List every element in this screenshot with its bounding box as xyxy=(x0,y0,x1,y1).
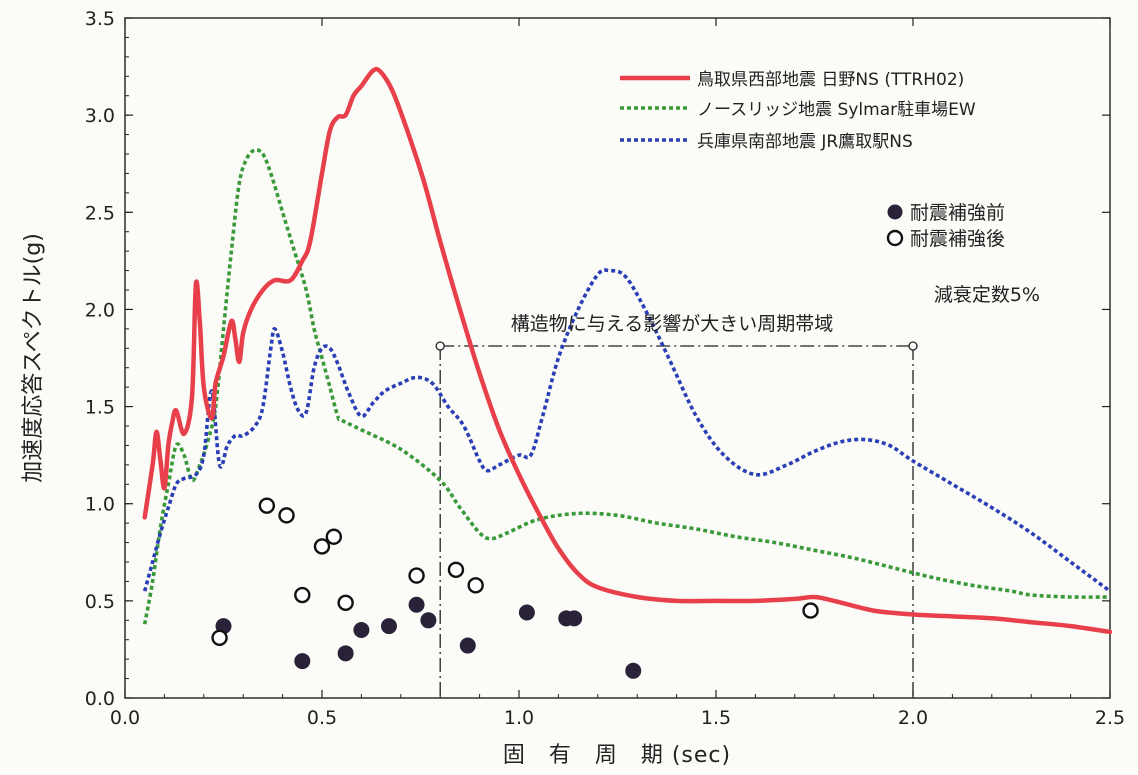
scatter-point-before xyxy=(566,610,583,627)
scatter-point-before xyxy=(337,645,354,662)
x-tick-label: 1.5 xyxy=(701,707,731,729)
scatter-point-after xyxy=(211,629,228,646)
scatter-point-after xyxy=(447,561,465,578)
y-tick-label: 3.5 xyxy=(85,8,115,30)
y-tick-label: 3.0 xyxy=(85,105,115,127)
band-right-endpoint xyxy=(908,341,918,351)
x-tick-label: 2.5 xyxy=(1095,707,1125,729)
x-axis-label: 固 有 周 期 (sec) xyxy=(503,743,731,768)
legend-marker-before xyxy=(887,204,903,220)
x-tick-label: 2.0 xyxy=(898,707,928,729)
scatter-point-after xyxy=(325,528,343,545)
scatter-point-before xyxy=(294,653,311,670)
axis-ticks: 0.0 0.5 1.0 1.5 2.0 2.5 0.0 0.5 1.0 1.5 2.0 2.5 3.0 3… xyxy=(85,8,1125,729)
legend: 鳥取県西部地震 日野NS (TTRH02) ノースリッジ地震 Sylmar駐車場E… xyxy=(620,70,1005,250)
band-label: 構造物に与える影響が大きい周期帯域 xyxy=(511,313,833,335)
series-line-0 xyxy=(142,66,1113,635)
scatter-point-after xyxy=(313,538,331,555)
y-tick-label: 1.5 xyxy=(85,397,115,419)
scatter-point-after xyxy=(337,594,354,611)
period-band xyxy=(435,341,918,698)
y-tick-label: 0.5 xyxy=(85,591,115,613)
damping-label: 減衰定数5% xyxy=(934,284,1040,306)
y-tick-label: 2.5 xyxy=(85,202,115,224)
scatter-point-after xyxy=(408,567,425,584)
scatter-point-before xyxy=(625,662,642,679)
series-line-2 xyxy=(142,268,1112,593)
x-tick-label: 0.5 xyxy=(307,707,337,729)
scatter-point-after xyxy=(294,586,311,604)
legend-label-2: 兵庫県南部地震 JR鷹取駅NS xyxy=(697,131,913,152)
scatter-point-before xyxy=(408,596,425,613)
band-left-endpoint xyxy=(435,341,445,351)
x-tick-label: 1.0 xyxy=(504,707,534,729)
legend-scatter-label-0: 耐震補強前 xyxy=(910,202,1005,224)
scatter-point-before xyxy=(420,612,437,629)
scatter-point-before xyxy=(380,618,397,635)
y-axis-label: 加速度応答スペクトル(g) xyxy=(21,233,46,483)
scatter-point-before xyxy=(518,604,535,621)
scatter-point-after xyxy=(467,577,484,594)
y-tick-label: 1.0 xyxy=(85,494,115,516)
legend-label-0: 鳥取県西部地震 日野NS (TTRH02) xyxy=(697,70,964,90)
legend-scatter-label-1: 耐震補強後 xyxy=(910,228,1005,250)
y-tick-label: 0.0 xyxy=(85,688,115,710)
legend-marker-after xyxy=(886,229,904,247)
scatter-point-after xyxy=(278,507,295,524)
legend-label-1: ノースリッジ地震 Sylmar駐車場EW xyxy=(697,100,976,120)
series-line-1 xyxy=(142,148,1111,625)
scatter-point-after xyxy=(258,497,276,514)
y-tick-label: 2.0 xyxy=(85,299,115,321)
x-tick-label: 0.0 xyxy=(110,707,140,729)
scatter-point-after xyxy=(802,602,819,619)
series-lines xyxy=(142,66,1113,635)
scatter-point-before xyxy=(353,622,370,638)
scatter-markers xyxy=(211,497,819,679)
scatter-point-before xyxy=(459,637,476,654)
plot-frame xyxy=(124,17,1111,699)
